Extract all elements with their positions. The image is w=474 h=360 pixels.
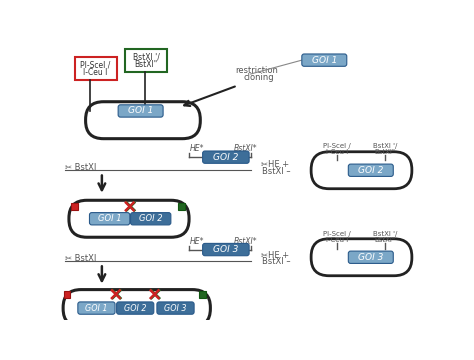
FancyBboxPatch shape	[117, 302, 154, 314]
FancyBboxPatch shape	[125, 49, 167, 72]
Text: GOI 1: GOI 1	[98, 214, 121, 223]
Text: PI-SceI /: PI-SceI /	[81, 60, 111, 69]
FancyBboxPatch shape	[202, 243, 249, 256]
Text: GOI 1: GOI 1	[128, 107, 153, 116]
Text: BstXI": BstXI"	[374, 237, 395, 243]
FancyBboxPatch shape	[118, 105, 163, 117]
Text: GOI 2: GOI 2	[358, 166, 383, 175]
Text: PI-SceI /: PI-SceI /	[323, 143, 351, 149]
FancyBboxPatch shape	[157, 302, 194, 314]
Text: GOI 2: GOI 2	[213, 153, 238, 162]
Text: HE*: HE*	[190, 237, 204, 246]
FancyBboxPatch shape	[75, 57, 117, 80]
FancyBboxPatch shape	[348, 251, 393, 264]
Text: GOI 2: GOI 2	[124, 303, 146, 312]
Text: BstXI '/: BstXI '/	[133, 53, 159, 62]
Text: BstXI –: BstXI –	[262, 167, 291, 176]
Text: I-Ceu I: I-Ceu I	[326, 149, 348, 155]
Text: GOI 1: GOI 1	[311, 56, 337, 65]
Text: BstXI '/: BstXI '/	[373, 143, 397, 149]
Text: BstXI '/: BstXI '/	[373, 231, 397, 237]
Text: ✂ BstXI: ✂ BstXI	[65, 163, 97, 172]
Bar	[64, 291, 71, 298]
Text: cloning: cloning	[243, 73, 274, 82]
Bar	[71, 203, 78, 210]
Text: GOI 3: GOI 3	[164, 303, 187, 312]
Text: GOI 2: GOI 2	[139, 214, 163, 223]
Text: ✂HE +: ✂HE +	[261, 160, 289, 169]
FancyBboxPatch shape	[302, 54, 347, 66]
FancyBboxPatch shape	[130, 213, 171, 225]
Text: ✂HE +: ✂HE +	[261, 251, 289, 260]
FancyBboxPatch shape	[90, 213, 130, 225]
Text: GOI 3: GOI 3	[213, 245, 238, 254]
Text: I-Ceu I: I-Ceu I	[83, 68, 108, 77]
Text: HE*: HE*	[190, 144, 204, 153]
Text: PI-SceI /: PI-SceI /	[323, 231, 351, 237]
Text: ✂ BstXI: ✂ BstXI	[65, 254, 97, 263]
Text: I-Ceu I: I-Ceu I	[326, 237, 348, 243]
Text: GOI 3: GOI 3	[358, 253, 383, 262]
Text: BstXI –: BstXI –	[262, 257, 291, 266]
Bar	[199, 291, 206, 298]
Text: GOI 1: GOI 1	[85, 303, 108, 312]
FancyBboxPatch shape	[348, 164, 393, 176]
FancyBboxPatch shape	[202, 151, 249, 163]
Bar	[178, 203, 185, 210]
FancyBboxPatch shape	[78, 302, 115, 314]
Text: BstXI*: BstXI*	[233, 237, 257, 246]
Text: BstXI*: BstXI*	[233, 144, 257, 153]
Text: restriction: restriction	[236, 66, 278, 75]
Text: BstXI": BstXI"	[135, 60, 158, 69]
Text: BstXI": BstXI"	[374, 149, 395, 155]
